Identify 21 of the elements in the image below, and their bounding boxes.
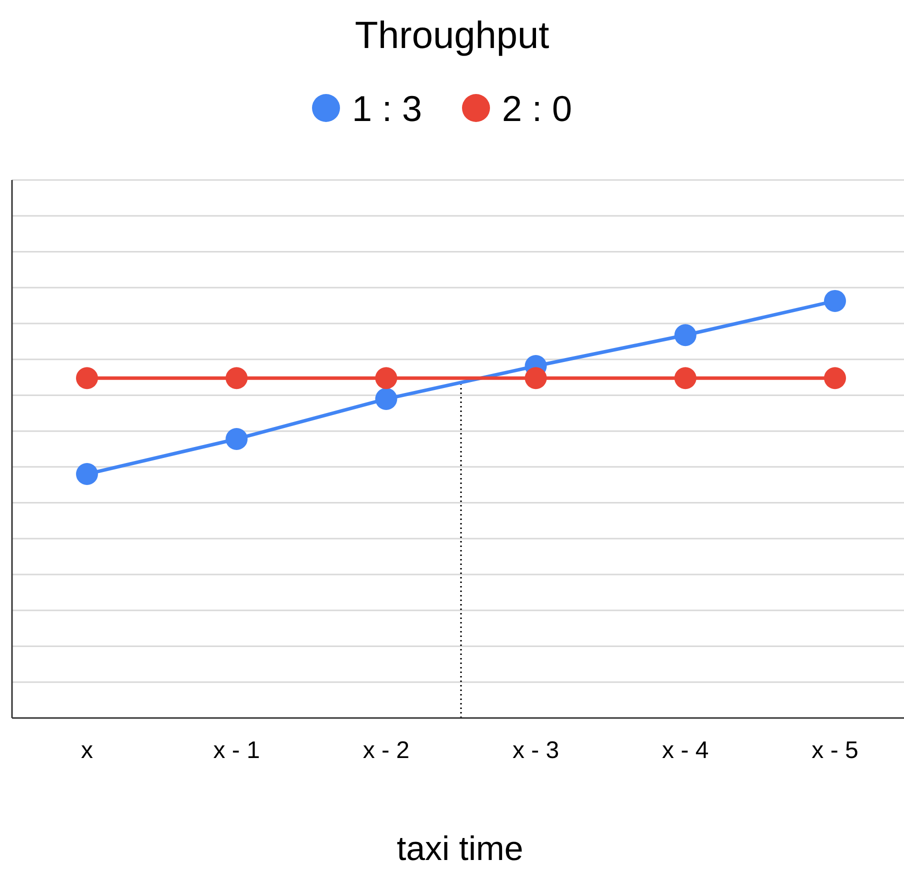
x-tick-label: x - 5 <box>812 737 858 764</box>
point <box>824 367 846 390</box>
x-tick-label: x - 3 <box>512 737 560 764</box>
x-tick-label: x - 1 <box>213 737 260 764</box>
x-tick-label: x <box>81 737 93 764</box>
legend-label: 1 : 3 <box>352 88 422 129</box>
point <box>226 428 248 450</box>
point <box>524 367 547 390</box>
point <box>824 290 846 312</box>
x-axis-title: taxi time <box>396 830 524 868</box>
x-tick-label: x - 2 <box>362 737 410 764</box>
point <box>226 367 248 390</box>
x-tick-label: x - 4 <box>662 737 709 764</box>
legend-label: 2 : 0 <box>502 88 572 129</box>
point <box>76 367 98 390</box>
point <box>76 463 98 486</box>
point <box>375 367 398 390</box>
point <box>674 324 696 346</box>
point <box>375 388 398 410</box>
chart-title: Throughput <box>354 15 550 57</box>
point <box>674 367 696 390</box>
